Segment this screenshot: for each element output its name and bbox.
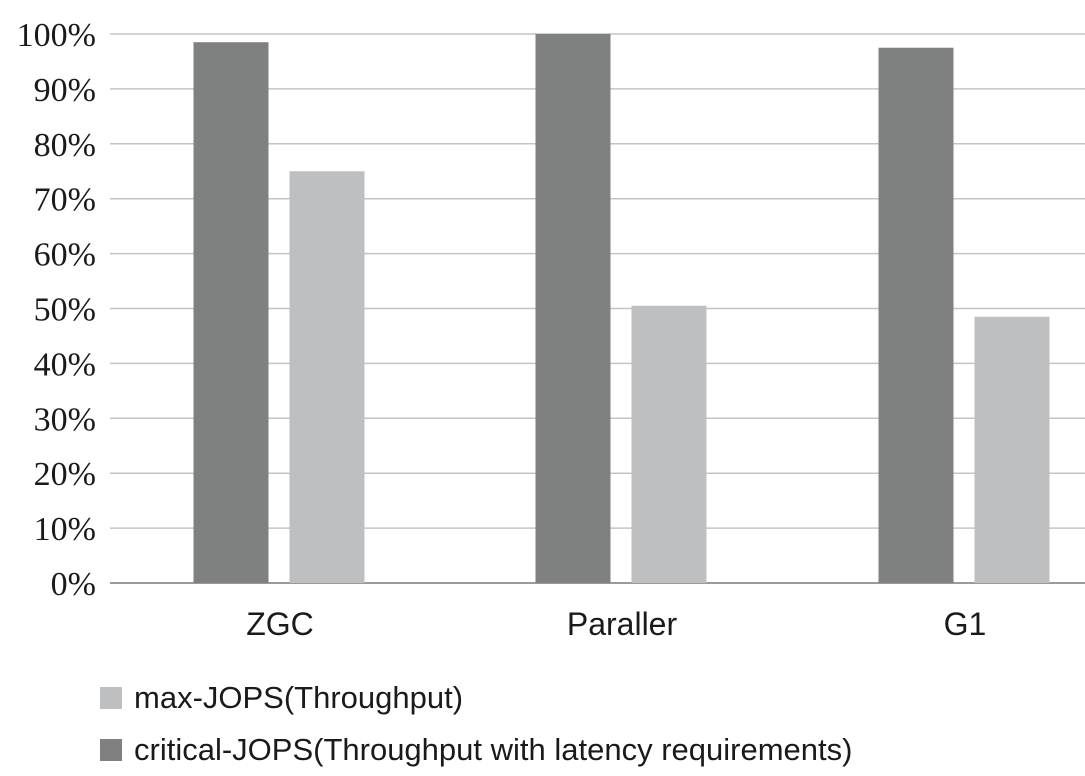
x-tick-label: Paraller — [567, 606, 678, 642]
y-tick-label: 40% — [34, 346, 96, 383]
y-tick-label: 70% — [34, 182, 96, 219]
legend-swatch-max-jops — [100, 687, 122, 709]
bar-max-jops-zgc — [289, 171, 365, 583]
y-tick-label: 50% — [34, 292, 96, 329]
legend-label-max-jops: max-JOPS(Throughput) — [134, 680, 464, 715]
bar-critical-jops-paraller — [535, 34, 611, 583]
y-tick-label: 90% — [34, 72, 96, 109]
x-tick-label: G1 — [944, 606, 987, 642]
bar-max-jops-paraller — [631, 305, 707, 583]
bar-max-jops-g1 — [974, 316, 1050, 583]
y-tick-label: 20% — [34, 456, 96, 493]
y-tick-label: 80% — [34, 127, 96, 164]
legend-swatch-critical-jops — [100, 739, 122, 761]
y-tick-label: 30% — [34, 401, 96, 438]
legend-item-critical-jops: critical-JOPS(Throughput with latency re… — [100, 724, 852, 776]
y-tick-label: 100% — [17, 17, 96, 54]
x-tick-label: ZGC — [246, 606, 314, 642]
x-axis-ticks: ZGC Paraller G1 — [246, 606, 986, 642]
y-tick-label: 60% — [34, 237, 96, 274]
y-axis-ticks: 0% 10% 20% 30% 40% 50% 60% 70% 80% 90% 100% — [17, 17, 96, 603]
bar-critical-jops-zgc — [193, 42, 269, 584]
y-tick-label: 10% — [34, 511, 96, 548]
legend-label-critical-jops: critical-JOPS(Throughput with latency re… — [134, 732, 853, 767]
bar-critical-jops-g1 — [878, 47, 954, 584]
bars — [193, 34, 1050, 584]
legend-item-max-jops: max-JOPS(Throughput) — [100, 672, 852, 724]
y-tick-label: 0% — [51, 566, 96, 603]
legend: max-JOPS(Throughput) critical-JOPS(Throu… — [100, 672, 852, 776]
